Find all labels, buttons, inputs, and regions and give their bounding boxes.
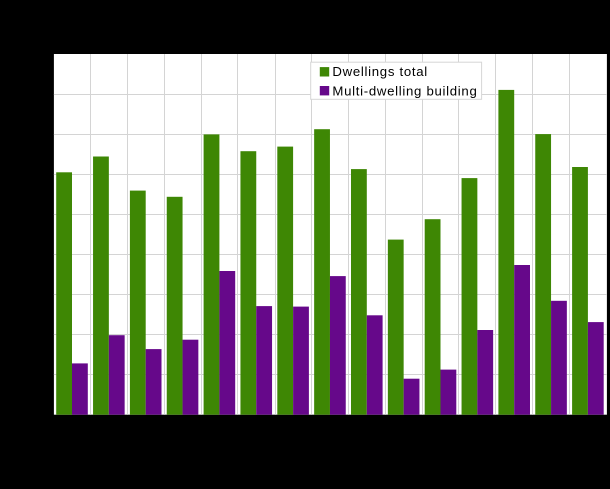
svg-text:Dwellings total: Dwellings total [332, 64, 428, 79]
svg-text:Multi-dwelling building: Multi-dwelling building [332, 84, 477, 99]
